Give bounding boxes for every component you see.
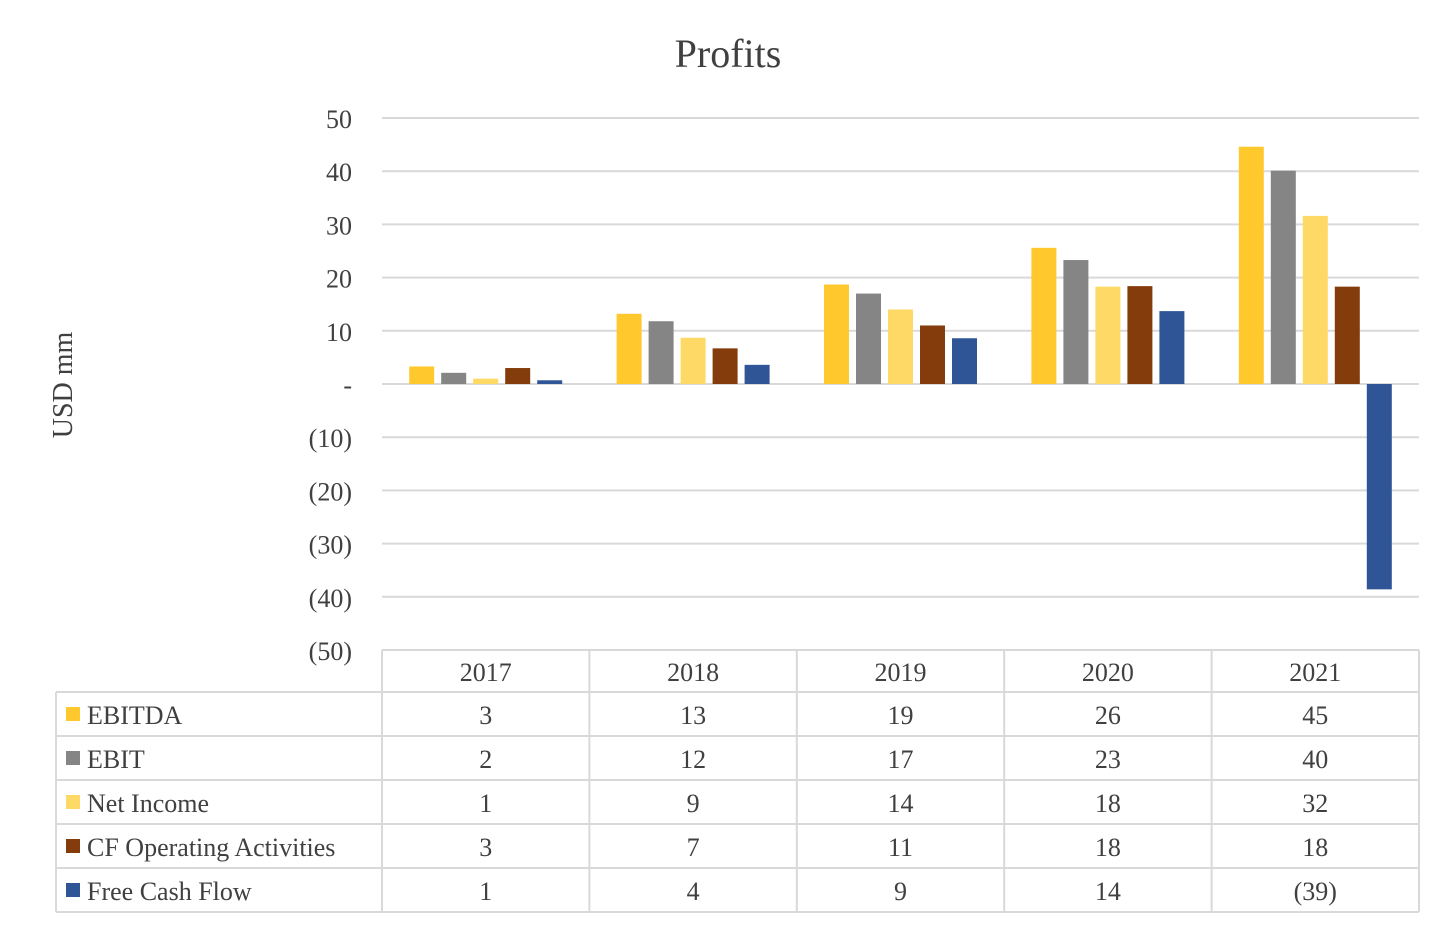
bars xyxy=(409,146,1392,590)
y-tick-label: (50) xyxy=(309,637,352,666)
bar xyxy=(537,380,563,384)
data-cell: 18 xyxy=(1095,789,1121,818)
data-cell: 3 xyxy=(479,833,492,862)
y-tick-label: (20) xyxy=(309,477,352,506)
bar xyxy=(1095,286,1121,384)
legend-swatch xyxy=(66,883,80,897)
series-name: Net Income xyxy=(87,789,209,818)
bar xyxy=(1366,384,1392,590)
y-tick-labels: 50 40 30 20 10 - (10) (20) (30) (40) (50) xyxy=(309,105,352,666)
data-cell: 2 xyxy=(479,745,492,774)
bar xyxy=(712,348,738,384)
bar xyxy=(473,378,499,384)
data-cell: 9 xyxy=(894,877,907,906)
y-tick-label: 50 xyxy=(326,105,352,134)
bar xyxy=(1127,286,1153,384)
bar xyxy=(1159,311,1185,384)
bar xyxy=(680,337,706,384)
series-name: EBITDA xyxy=(87,701,183,730)
legend-swatch xyxy=(66,751,80,765)
data-cell: 7 xyxy=(687,833,700,862)
data-cell: 32 xyxy=(1302,789,1328,818)
bar xyxy=(409,366,435,384)
data-cell: 1 xyxy=(479,877,492,906)
legend-swatch xyxy=(66,795,80,809)
bar xyxy=(1238,146,1264,384)
category-label: 2020 xyxy=(1082,658,1134,687)
data-cell: 1 xyxy=(479,789,492,818)
bar xyxy=(920,325,945,384)
data-cell: 19 xyxy=(888,701,914,730)
data-cell: 40 xyxy=(1302,745,1328,774)
data-cell: 4 xyxy=(687,877,700,906)
y-tick-label: 20 xyxy=(326,265,352,294)
data-cell: 14 xyxy=(888,789,914,818)
y-tick-label: - xyxy=(343,371,352,400)
series-name: EBIT xyxy=(87,745,145,774)
bar xyxy=(1063,260,1089,384)
bar xyxy=(1334,286,1360,384)
bar xyxy=(952,338,977,384)
data-cell: 23 xyxy=(1095,745,1121,774)
bar xyxy=(824,284,849,384)
y-tick-label: 10 xyxy=(326,318,352,347)
data-cell: 18 xyxy=(1095,833,1121,862)
legend-swatch xyxy=(66,707,80,721)
chart-title: Profits xyxy=(675,31,782,76)
category-label: 2017 xyxy=(460,658,512,687)
y-tick-label: (10) xyxy=(309,424,352,453)
series-name: CF Operating Activities xyxy=(87,833,335,862)
bar xyxy=(856,293,881,384)
bar xyxy=(744,364,770,384)
legend-swatch xyxy=(66,839,80,853)
bar xyxy=(1031,247,1057,384)
data-cell: 9 xyxy=(687,789,700,818)
series-name: Free Cash Flow xyxy=(87,877,252,906)
bar xyxy=(888,309,913,384)
data-cell: 13 xyxy=(680,701,706,730)
data-cell: 45 xyxy=(1302,701,1328,730)
y-tick-label: (30) xyxy=(309,531,352,560)
bar xyxy=(616,313,642,384)
data-cell: 17 xyxy=(888,745,914,774)
y-tick-label: (40) xyxy=(309,584,352,613)
category-label: 2021 xyxy=(1289,658,1341,687)
data-cell: 14 xyxy=(1095,877,1121,906)
data-cell: (39) xyxy=(1294,877,1337,906)
category-label: 2018 xyxy=(667,658,719,687)
bar xyxy=(505,368,531,384)
y-axis-label: USD mm xyxy=(48,331,79,438)
y-tick-label: 40 xyxy=(326,158,352,187)
bar xyxy=(1270,170,1296,384)
bar xyxy=(441,372,467,384)
category-label: 2019 xyxy=(875,658,927,687)
data-cell: 3 xyxy=(479,701,492,730)
data-cell: 11 xyxy=(888,833,913,862)
data-cell: 12 xyxy=(680,745,706,774)
data-cell: 18 xyxy=(1302,833,1328,862)
data-cell: 26 xyxy=(1095,701,1121,730)
y-tick-label: 30 xyxy=(326,211,352,240)
bar xyxy=(1302,215,1328,384)
bar xyxy=(648,321,674,384)
